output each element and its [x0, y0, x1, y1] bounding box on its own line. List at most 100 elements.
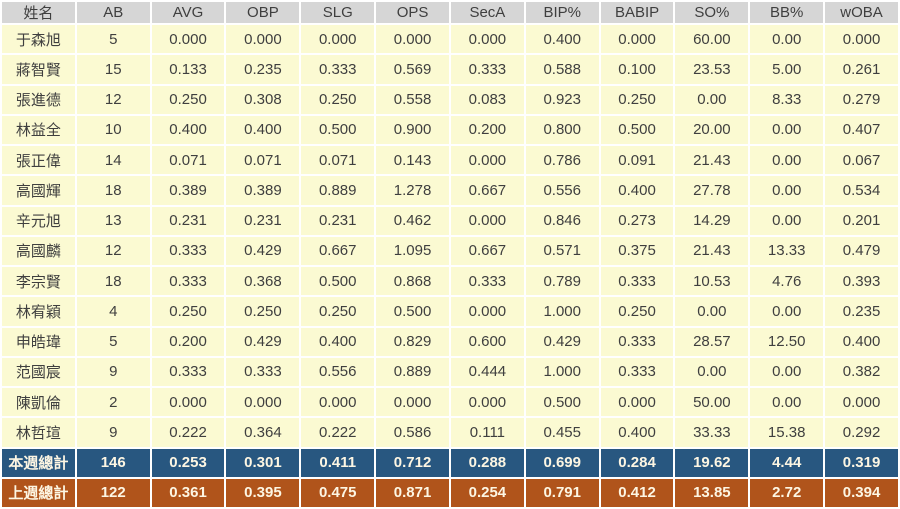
stat-cell: 0.333 — [151, 267, 225, 296]
player-name-cell: 林益全 — [2, 115, 75, 144]
stat-cell: 0.534 — [825, 176, 898, 205]
stat-cell: 0.429 — [226, 236, 300, 265]
total-stat-cell: 2.72 — [750, 478, 824, 507]
stat-cell: 0.789 — [525, 267, 599, 296]
stat-cell: 12 — [76, 236, 150, 265]
stat-cell: 23.53 — [675, 55, 749, 84]
stat-cell: 0.462 — [376, 206, 449, 235]
stat-cell: 18 — [76, 267, 150, 296]
stat-cell: 0.400 — [825, 327, 898, 356]
stat-cell: 0.00 — [750, 206, 824, 235]
stat-cell: 0.393 — [825, 267, 898, 296]
total-stat-cell: 4.44 — [750, 448, 824, 477]
stat-cell: 0.382 — [825, 357, 898, 386]
stat-cell: 0.333 — [600, 357, 674, 386]
stat-cell: 0.00 — [750, 146, 824, 175]
stat-cell: 0.429 — [525, 327, 599, 356]
stat-cell: 5 — [76, 327, 150, 356]
stat-cell: 0.400 — [600, 418, 674, 447]
stat-cell: 0.250 — [600, 85, 674, 114]
stat-cell: 12.50 — [750, 327, 824, 356]
stat-cell: 0.222 — [151, 418, 225, 447]
stat-cell: 0.333 — [226, 357, 300, 386]
column-header-woba: wOBA — [825, 2, 898, 23]
player-row: 林哲瑄 9 0.222 0.364 0.222 0.586 0.111 0.455 0.400 3… — [2, 418, 898, 447]
stat-cell: 0.889 — [301, 176, 375, 205]
stat-cell: 0.558 — [376, 85, 449, 114]
stat-cell: 0.364 — [226, 418, 300, 447]
player-row: 林益全 10 0.400 0.400 0.500 0.900 0.200 0.800 0.500… — [2, 115, 898, 144]
stat-cell: 0.00 — [750, 176, 824, 205]
stat-cell: 21.43 — [675, 236, 749, 265]
stat-cell: 2 — [76, 388, 150, 417]
stat-cell: 5 — [76, 25, 150, 54]
stat-cell: 1.278 — [376, 176, 449, 205]
stat-cell: 0.400 — [226, 115, 300, 144]
stat-cell: 0.000 — [301, 388, 375, 417]
stat-cell: 0.250 — [151, 85, 225, 114]
stat-cell: 0.222 — [301, 418, 375, 447]
total-stat-cell: 0.253 — [151, 448, 225, 477]
stat-cell: 0.000 — [600, 388, 674, 417]
stat-cell: 0.000 — [226, 25, 300, 54]
stat-cell: 0.000 — [376, 25, 449, 54]
stat-cell: 0.455 — [525, 418, 599, 447]
player-row: 范國宸 9 0.333 0.333 0.556 0.889 0.444 1.000 0.333 0… — [2, 357, 898, 386]
player-name-cell: 高國輝 — [2, 176, 75, 205]
stat-cell: 0.00 — [750, 357, 824, 386]
total-stat-cell: 0.475 — [301, 478, 375, 507]
player-row: 于森旭 5 0.000 0.000 0.000 0.000 0.000 0.400 0.000 6… — [2, 25, 898, 54]
total-stat-cell: 0.871 — [376, 478, 449, 507]
player-name-cell: 申皓瑋 — [2, 327, 75, 356]
stat-cell: 0.100 — [600, 55, 674, 84]
stat-cell: 0.000 — [151, 25, 225, 54]
column-header-ab: AB — [76, 2, 150, 23]
stat-cell: 0.786 — [525, 146, 599, 175]
stat-cell: 0.067 — [825, 146, 898, 175]
stat-cell: 0.00 — [750, 115, 824, 144]
total-stat-cell: 0.319 — [825, 448, 898, 477]
stat-cell: 10 — [76, 115, 150, 144]
header-row: 姓名 AB AVG OBP SLG OPS SecA BIP% BABIP SO% BB% wOBA — [2, 2, 898, 23]
stat-cell: 0.900 — [376, 115, 449, 144]
stat-cell: 0.279 — [825, 85, 898, 114]
stat-cell: 0.800 — [525, 115, 599, 144]
stat-cell: 0.00 — [750, 388, 824, 417]
total-last-week-row: 上週總計 122 0.361 0.395 0.475 0.871 0.254 0.791 0.4… — [2, 478, 898, 507]
stat-cell: 0.200 — [450, 115, 524, 144]
player-row: 蔣智賢 15 0.133 0.235 0.333 0.569 0.333 0.588 0.100… — [2, 55, 898, 84]
stat-cell: 0.071 — [226, 146, 300, 175]
column-header-slg: SLG — [301, 2, 375, 23]
stat-cell: 0.231 — [301, 206, 375, 235]
column-header-avg: AVG — [151, 2, 225, 23]
stat-cell: 0.333 — [600, 267, 674, 296]
stat-cell: 0.235 — [825, 297, 898, 326]
stat-cell: 14.29 — [675, 206, 749, 235]
player-name-cell: 張進德 — [2, 85, 75, 114]
total-this-week-row: 本週總計 146 0.253 0.301 0.411 0.712 0.288 0.699 0.2… — [2, 448, 898, 477]
stat-cell: 0.571 — [525, 236, 599, 265]
total-label-cell: 本週總計 — [2, 448, 75, 477]
stat-cell: 0.569 — [376, 55, 449, 84]
stat-cell: 0.368 — [226, 267, 300, 296]
stat-cell: 0.333 — [450, 267, 524, 296]
total-stat-cell: 122 — [76, 478, 150, 507]
stat-cell: 0.000 — [376, 388, 449, 417]
stat-cell: 0.429 — [226, 327, 300, 356]
stat-cell: 14 — [76, 146, 150, 175]
player-row: 辛元旭 13 0.231 0.231 0.231 0.462 0.000 0.846 0.273… — [2, 206, 898, 235]
stat-cell: 0.375 — [600, 236, 674, 265]
column-header-bippct: BIP% — [525, 2, 599, 23]
column-header-seca: SecA — [450, 2, 524, 23]
total-stat-cell: 13.85 — [675, 478, 749, 507]
stat-cell: 1.095 — [376, 236, 449, 265]
stat-cell: 0.333 — [151, 357, 225, 386]
stat-cell: 4.76 — [750, 267, 824, 296]
stat-cell: 0.250 — [301, 85, 375, 114]
total-stat-cell: 0.411 — [301, 448, 375, 477]
player-name-cell: 林哲瑄 — [2, 418, 75, 447]
column-header-bbpct: BB% — [750, 2, 824, 23]
player-row: 林宥穎 4 0.250 0.250 0.250 0.500 0.000 1.000 0.250 0… — [2, 297, 898, 326]
player-name-cell: 辛元旭 — [2, 206, 75, 235]
stat-cell: 60.00 — [675, 25, 749, 54]
